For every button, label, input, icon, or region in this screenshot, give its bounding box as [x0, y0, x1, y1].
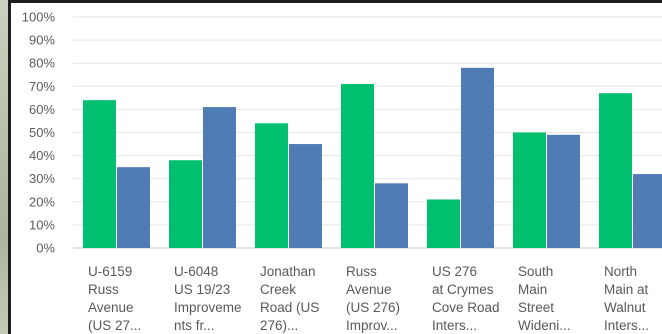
x-tick-label-line: Creek — [260, 282, 296, 297]
bar-series-2-6 — [547, 134, 580, 248]
x-tick-label-line: Main — [518, 282, 547, 297]
y-tick-label: 80% — [29, 56, 55, 71]
y-tick-label: 30% — [29, 171, 55, 186]
y-tick-label: 50% — [29, 125, 55, 140]
y-tick-label: 40% — [29, 148, 55, 163]
x-tick-label-line: U-6048 — [174, 264, 218, 279]
x-tick-label-line: Improveme — [174, 300, 242, 315]
bar-series-2-2 — [203, 107, 236, 248]
x-tick-label-line: US 19/23 — [174, 282, 230, 297]
frame-border-top — [8, 0, 662, 3]
y-tick-label: 10% — [29, 217, 55, 232]
x-tick-label-line: Improv... — [346, 318, 398, 333]
x-tick-label: North Main at Walnut Inters... — [604, 264, 649, 333]
bar-series-2-5 — [461, 67, 494, 248]
y-tick-label: 60% — [29, 102, 55, 117]
x-tick-label: US 276 at Crymes Cove Road Inters... — [432, 264, 500, 333]
x-tick-label: U-6159 Russ Avenue (US 27... — [88, 264, 141, 333]
chart-panel: 0% 10% 20% 30% 40% 50% 60% 70% 80% 90% 100% U-6159… — [11, 3, 662, 334]
x-tick-label-line: Main at — [604, 282, 649, 297]
bar-series-2-7 — [633, 174, 662, 248]
y-tick-label: 90% — [29, 33, 55, 48]
x-tick-label-line: U-6159 — [88, 264, 132, 279]
bar-series-1-4 — [341, 83, 374, 249]
bar-series-2-1 — [117, 167, 150, 248]
x-tick-label-line: Avenue — [346, 282, 392, 297]
x-tick-label-line: at Crymes — [432, 282, 494, 297]
x-tick-label: Jonathan Creek Road (US 276)... — [260, 264, 319, 333]
bar-series-2-3 — [289, 144, 322, 248]
y-tick-label: 20% — [29, 194, 55, 209]
x-tick-label-line: Inters... — [604, 318, 649, 333]
bar-chart: 0% 10% 20% 30% 40% 50% 60% 70% 80% 90% 100% U-6159… — [22, 10, 662, 333]
x-tick-label-line: Jonathan — [260, 264, 316, 279]
x-tick-label-line: (US 276) — [346, 300, 400, 315]
bar-series-1-7 — [599, 93, 632, 248]
frame-border-left — [8, 0, 11, 334]
x-tick-label-line: Cove Road — [432, 300, 500, 315]
bar-series-2-4 — [375, 183, 408, 248]
x-tick-label-line: Wideni... — [518, 318, 571, 333]
bar-series-1-5 — [427, 199, 460, 248]
x-tick-label-line: Walnut — [604, 300, 646, 315]
x-tick-label: South Main Street Wideni... — [518, 264, 571, 333]
x-tick-label-line: US 276 — [432, 264, 477, 279]
bar-series-1-1 — [83, 100, 116, 248]
x-tick-label-line: South — [518, 264, 553, 279]
y-tick-label: 100% — [22, 10, 56, 25]
y-tick-label: 70% — [29, 79, 55, 94]
x-tick-label-line: 276)... — [260, 318, 298, 333]
x-axis-tick-labels: U-6159 Russ Avenue (US 27... U-6048 US 19/23 I… — [88, 264, 649, 333]
y-axis-tick-labels: 0% 10% 20% 30% 40% 50% 60% 70% 80% 90% 100% — [22, 10, 56, 256]
x-tick-label-line: (US 27... — [88, 318, 141, 333]
x-tick-label-line: Inters... — [432, 318, 477, 333]
bar-series-1-2 — [169, 160, 202, 248]
x-tick-label-line: nts fr... — [174, 318, 215, 333]
bars — [83, 67, 662, 249]
x-tick-label-line: Russ — [346, 264, 377, 279]
x-tick-label-line: Street — [518, 300, 554, 315]
y-tick-label: 0% — [36, 241, 55, 256]
x-tick-label-line: Russ — [88, 282, 119, 297]
x-tick-label: U-6048 US 19/23 Improveme nts fr... — [174, 264, 242, 333]
bar-series-1-6 — [513, 132, 546, 248]
x-tick-label: Russ Avenue (US 276) Improv... — [346, 264, 400, 333]
x-tick-label-line: North — [604, 264, 637, 279]
bar-series-1-3 — [255, 123, 288, 248]
x-tick-label-line: Road (US — [260, 300, 319, 315]
x-tick-label-line: Avenue — [88, 300, 134, 315]
